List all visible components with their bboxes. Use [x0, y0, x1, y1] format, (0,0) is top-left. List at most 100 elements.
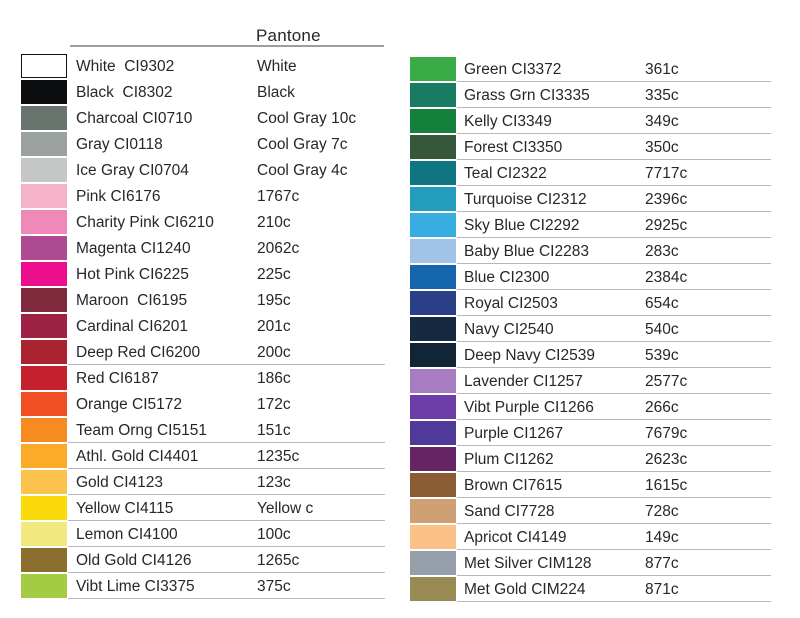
- color-name-label: Orange CI5172: [76, 396, 182, 413]
- color-row: Hot Pink CI6225 225c: [21, 262, 385, 288]
- row-divider: [457, 549, 771, 550]
- color-swatch: [410, 135, 456, 159]
- color-row: Vibt Purple CI1266 266c: [410, 395, 771, 421]
- row-divider: [457, 445, 771, 446]
- row-divider: [457, 341, 771, 342]
- color-name-label: Turquoise CI2312: [464, 191, 587, 208]
- color-name-label: Gray CI0118: [76, 136, 163, 153]
- color-name-label: Forest CI3350: [464, 139, 563, 156]
- color-swatch: [410, 473, 456, 497]
- color-swatch: [21, 470, 67, 494]
- color-swatch: [21, 158, 67, 182]
- pantone-value: 539c: [645, 347, 679, 364]
- pantone-value: 123c: [257, 474, 291, 491]
- pantone-value: 2396c: [645, 191, 688, 208]
- color-name-label: Baby Blue CI2283: [464, 243, 589, 260]
- color-swatch: [21, 288, 67, 312]
- color-row: Charity Pink CI6210 210c: [21, 210, 385, 236]
- color-name-label: Deep Red CI6200: [76, 344, 201, 361]
- color-swatch: [410, 395, 456, 419]
- color-name-label: Teal CI2322: [464, 165, 547, 182]
- pantone-value: 201c: [257, 318, 291, 335]
- color-name-label: Sky Blue CI2292: [464, 217, 580, 234]
- color-swatch: [410, 265, 456, 289]
- color-name-label: Black CI8302: [76, 84, 173, 101]
- pantone-value: 2925c: [645, 217, 688, 234]
- pantone-value: 172c: [257, 396, 291, 413]
- color-row: Navy CI2540 540c: [410, 317, 771, 343]
- color-name-label: Old Gold CI4126: [76, 552, 192, 569]
- color-swatch: [21, 210, 67, 234]
- color-name-label: Athl. Gold CI4401: [76, 448, 199, 465]
- color-name-label: Vibt Lime CI3375: [76, 578, 195, 595]
- color-row: Team Orng CI5151 151c: [21, 418, 385, 444]
- color-name-label: Plum CI1262: [464, 451, 554, 468]
- pantone-value: 361c: [645, 61, 679, 78]
- color-name-label: Green CI3372: [464, 61, 562, 78]
- pantone-value: 335c: [645, 87, 679, 104]
- color-row: Sand CI7728 728c: [410, 499, 771, 525]
- color-name-label: Vibt Purple CI1266: [464, 399, 594, 416]
- pantone-value: 2062c: [257, 240, 300, 257]
- color-name-label: Royal CI2503: [464, 295, 558, 312]
- row-divider: [457, 289, 771, 290]
- pantone-value: Cool Gray 10c: [257, 110, 357, 127]
- color-swatch: [21, 80, 67, 104]
- color-swatch: [21, 496, 67, 520]
- color-swatch: [21, 366, 67, 390]
- color-row: Cardinal CI6201 201c: [21, 314, 385, 340]
- color-name-label: Charcoal CI0710: [76, 110, 193, 127]
- row-divider: [457, 263, 771, 264]
- row-divider: [457, 367, 771, 368]
- pantone-value: 2623c: [645, 451, 688, 468]
- pantone-value: 2577c: [645, 373, 688, 390]
- pantone-value: 871c: [645, 581, 679, 598]
- color-row: Old Gold CI4126 1265c: [21, 548, 385, 574]
- color-swatch: [410, 83, 456, 107]
- color-name-label: Brown CI7615: [464, 477, 563, 494]
- color-name-label: Blue CI2300: [464, 269, 550, 286]
- pantone-value: 283c: [645, 243, 679, 260]
- row-divider: [68, 546, 385, 547]
- color-swatch: [410, 499, 456, 523]
- color-swatch: [21, 314, 67, 338]
- pantone-value: 1235c: [257, 448, 300, 465]
- color-swatch: [410, 291, 456, 315]
- pantone-value: Black: [257, 84, 295, 101]
- color-swatch: [410, 109, 456, 133]
- color-swatch: [21, 392, 67, 416]
- color-row: Yellow CI4115 Yellow c: [21, 496, 385, 522]
- color-row: Gold CI4123 123c: [21, 470, 385, 496]
- color-row: Purple CI1267 7679c: [410, 421, 771, 447]
- color-row: Pink CI6176 1767c: [21, 184, 385, 210]
- color-row: White CI9302 White: [21, 54, 385, 80]
- row-divider: [457, 601, 771, 602]
- color-row: Plum CI1262 2623c: [410, 447, 771, 473]
- row-divider: [68, 442, 385, 443]
- row-divider: [457, 575, 771, 576]
- color-name-label: Charity Pink CI6210: [76, 214, 214, 231]
- pantone-value: 266c: [645, 399, 679, 416]
- color-name-label: Met Silver CIM128: [464, 555, 592, 572]
- pantone-value: 375c: [257, 578, 291, 595]
- pantone-value: 2384c: [645, 269, 688, 286]
- color-name-label: Lemon CI4100: [76, 526, 178, 543]
- row-divider: [457, 159, 771, 160]
- color-swatch: [21, 54, 67, 78]
- color-name-label: Red CI6187: [76, 370, 159, 387]
- color-swatch: [410, 161, 456, 185]
- color-row: Turquoise CI2312 2396c: [410, 187, 771, 213]
- pantone-value: 1265c: [257, 552, 300, 569]
- color-name-label: Pink CI6176: [76, 188, 161, 205]
- color-row: Lavender CI1257 2577c: [410, 369, 771, 395]
- color-swatch: [410, 551, 456, 575]
- row-divider: [457, 471, 771, 472]
- color-column-right: Green CI3372 361c Grass Grn CI3335 335c Kell…: [410, 57, 771, 603]
- pantone-value: White: [257, 58, 297, 75]
- color-row: Teal CI2322 7717c: [410, 161, 771, 187]
- color-name-label: Gold CI4123: [76, 474, 164, 491]
- color-name-label: Sand CI7728: [464, 503, 555, 520]
- color-swatch: [21, 236, 67, 260]
- color-column-left: White CI9302 White Black CI8302 Black Charco…: [21, 54, 385, 600]
- row-divider: [457, 315, 771, 316]
